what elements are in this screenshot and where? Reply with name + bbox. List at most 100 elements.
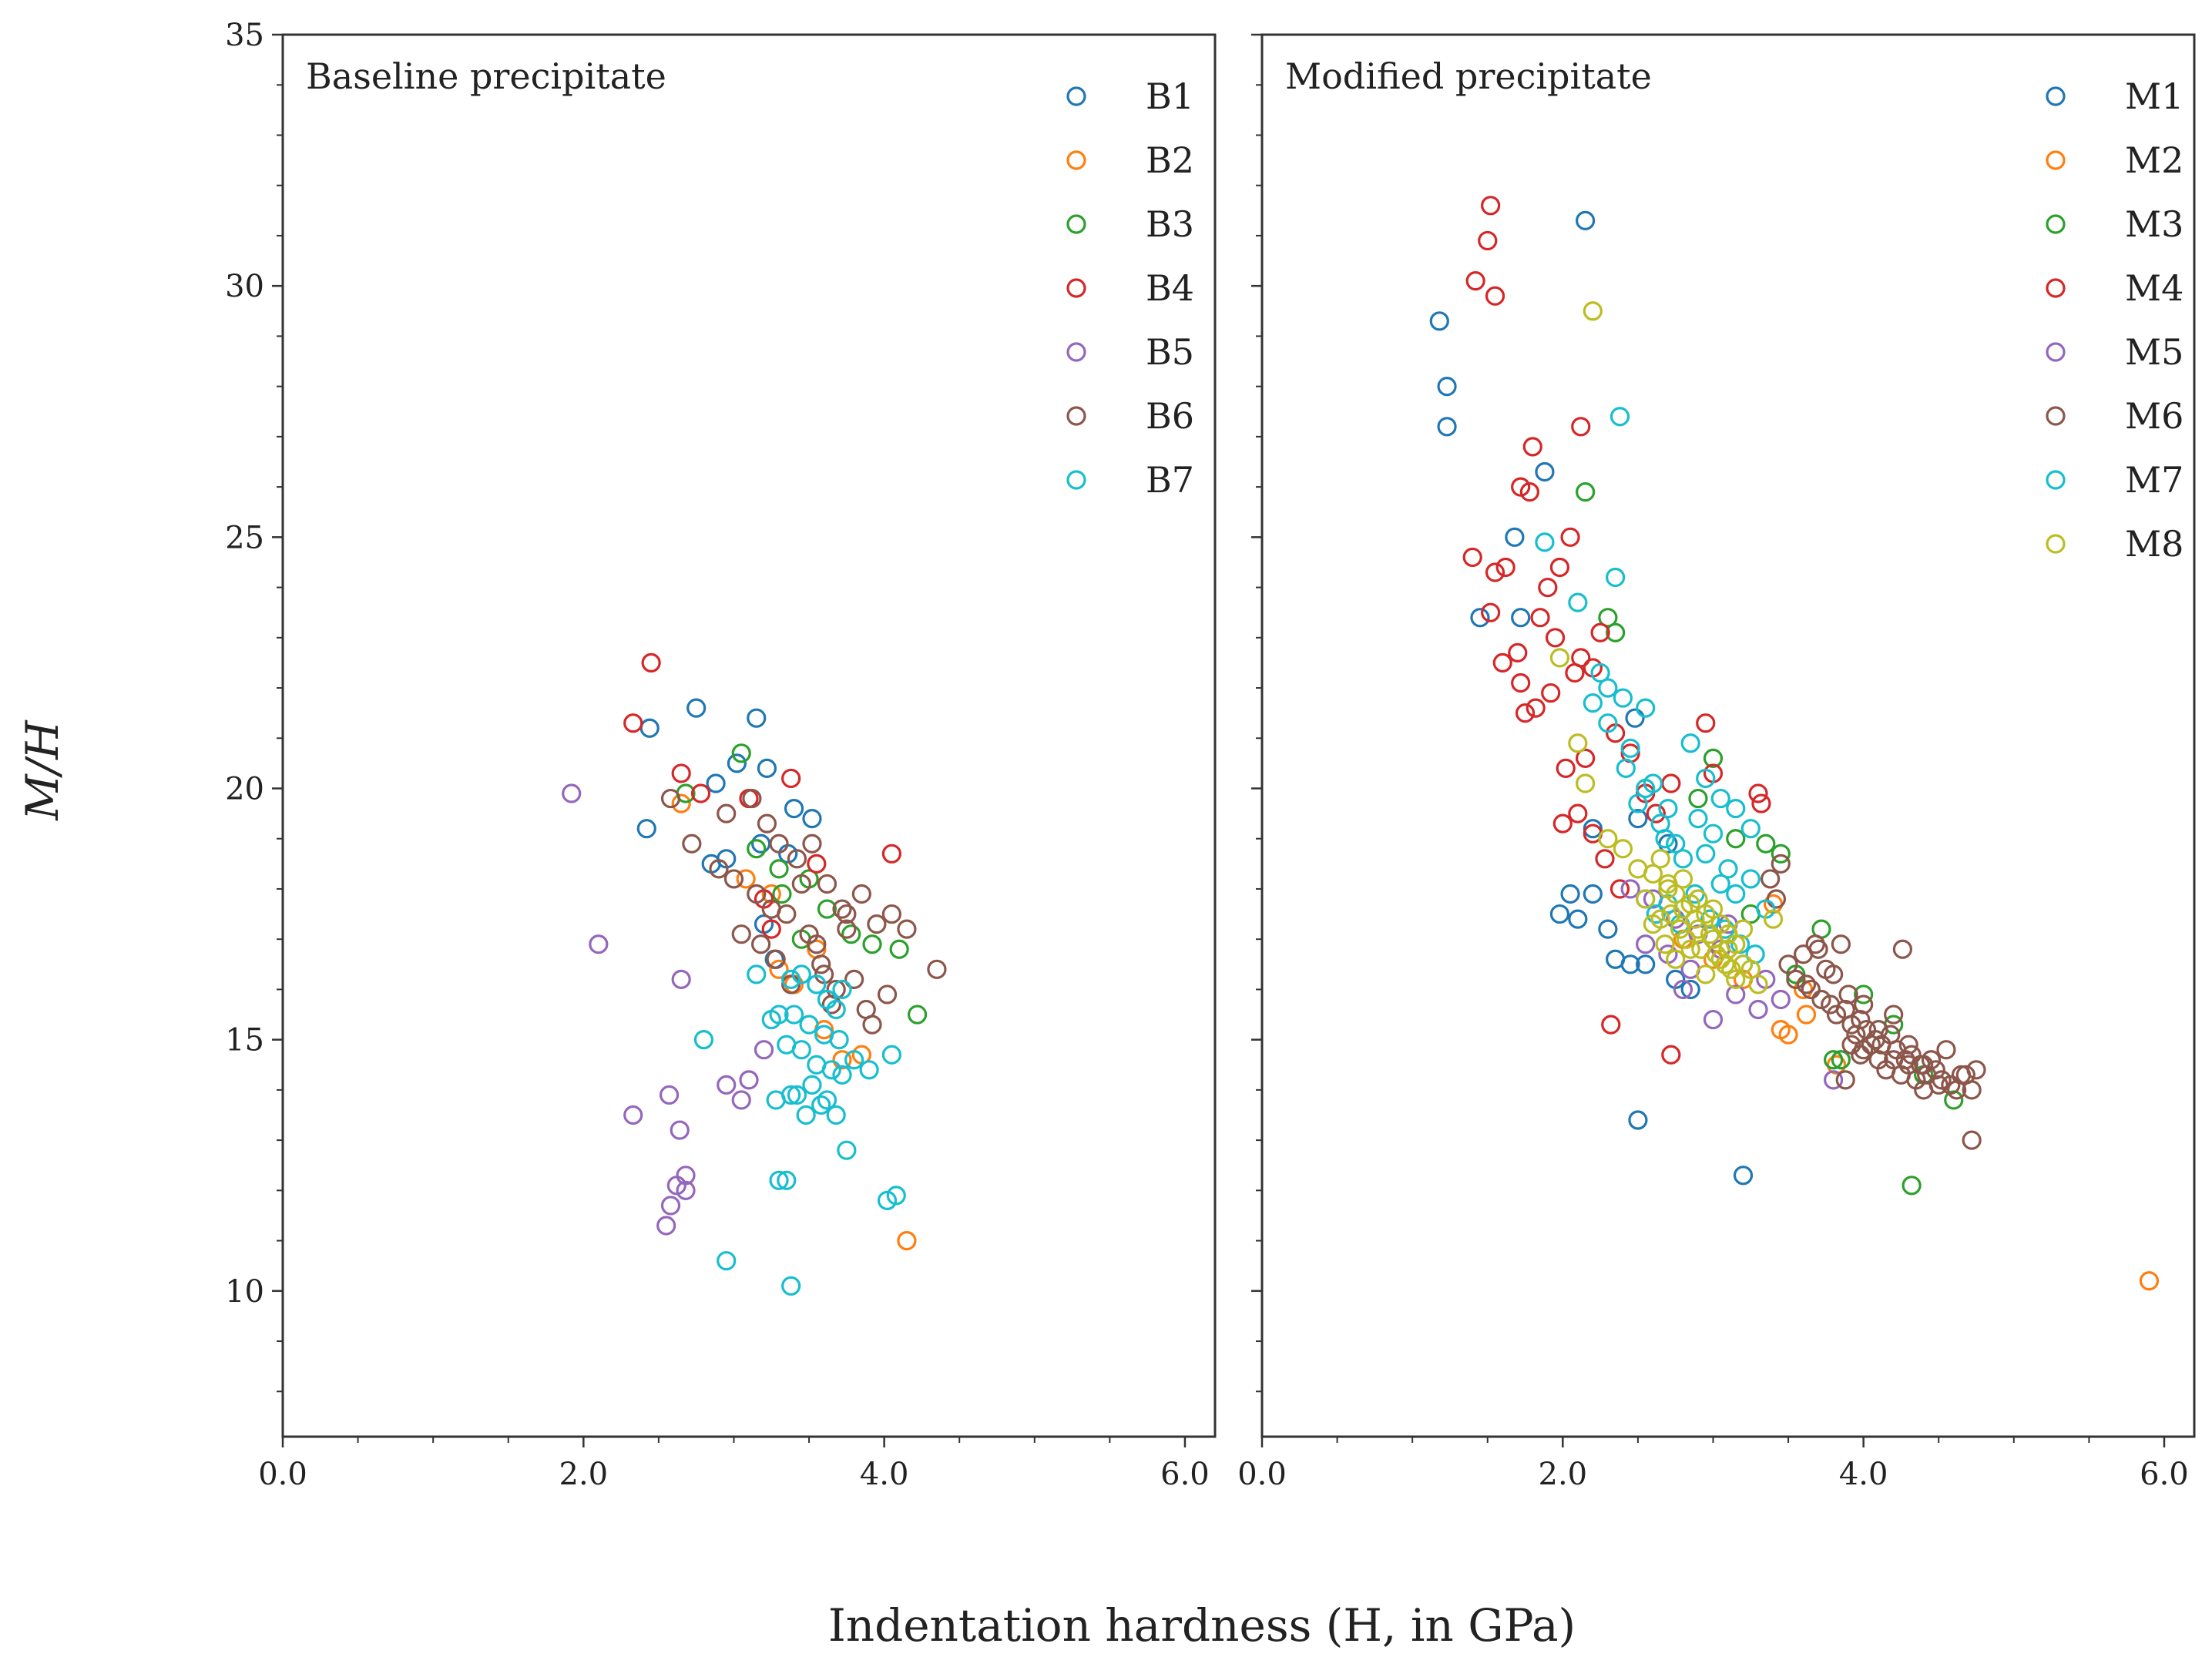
- point-m7: [1700, 909, 1720, 929]
- point-b5: [717, 1075, 737, 1095]
- point-m4: [1571, 648, 1591, 668]
- point-m3: [1831, 1050, 1851, 1070]
- point-m4: [1485, 562, 1505, 582]
- point-m8: [1721, 959, 1741, 979]
- point-m4: [1522, 437, 1542, 457]
- point-m6: [1914, 1055, 1934, 1075]
- point-m7: [1598, 678, 1618, 698]
- point-m5: [1824, 1070, 1844, 1090]
- legend-label-m2: M2: [2125, 139, 2183, 181]
- point-m8: [1680, 939, 1700, 959]
- point-b5: [670, 1120, 690, 1140]
- point-b6: [807, 934, 827, 954]
- x-tick-label: 6.0: [2140, 1457, 2189, 1492]
- point-b1: [751, 834, 771, 854]
- point-m4: [1526, 698, 1546, 718]
- legend-marker-b3: [1066, 214, 1086, 234]
- point-m7: [1620, 738, 1640, 758]
- point-b7: [781, 1276, 801, 1296]
- point-b3: [772, 884, 792, 904]
- point-m6: [1861, 1035, 1881, 1055]
- legend-marker-b1: [1066, 86, 1086, 106]
- point-m8: [1673, 869, 1693, 889]
- point-b7: [791, 1040, 811, 1060]
- point-m6: [1854, 994, 1874, 1015]
- point-b3: [769, 859, 789, 879]
- point-m4: [1530, 608, 1550, 628]
- point-m8: [1666, 949, 1686, 969]
- point-m7: [1673, 849, 1693, 869]
- y-tick-label: 15: [225, 1023, 264, 1058]
- point-b7: [781, 1085, 801, 1105]
- point-m4: [1545, 628, 1566, 648]
- point-m3: [1726, 829, 1746, 849]
- legend-label-b2: B2: [1146, 139, 1194, 181]
- point-m8: [1568, 733, 1588, 753]
- point-m7: [1726, 884, 1746, 904]
- point-m6: [1778, 954, 1798, 974]
- point-m7: [1535, 532, 1555, 552]
- point-b7: [796, 1105, 816, 1125]
- point-b6: [851, 884, 871, 904]
- point-m1: [1505, 527, 1525, 547]
- point-m6: [1805, 934, 1825, 954]
- point-b5: [739, 1070, 759, 1090]
- point-m7: [1740, 869, 1761, 889]
- point-b7: [717, 1251, 737, 1271]
- point-b5: [656, 1216, 676, 1236]
- legend-marker-b2: [1066, 150, 1086, 170]
- point-b7: [799, 1015, 819, 1035]
- point-m8: [1650, 849, 1670, 869]
- y-tick-label: 10: [225, 1274, 264, 1310]
- point-m6: [1835, 1070, 1855, 1090]
- point-m8: [1613, 839, 1633, 859]
- point-b6: [709, 859, 729, 879]
- point-m7: [1680, 733, 1700, 753]
- panel-baseline: 0.0 2.0 4.0 6.0 10 15 20 25 30 35 Baseline precip…: [225, 18, 1217, 1492]
- point-m4: [1571, 417, 1591, 437]
- point-m4: [1590, 622, 1610, 642]
- point-b6: [731, 924, 751, 944]
- point-b5: [589, 934, 609, 954]
- point-m7: [1696, 844, 1716, 864]
- point-m1: [1437, 417, 1457, 437]
- point-m7: [1696, 768, 1716, 789]
- point-m8: [1676, 929, 1696, 949]
- point-b7: [821, 1060, 841, 1080]
- point-b6: [927, 959, 947, 979]
- point-m8: [1650, 909, 1670, 929]
- point-m5: [1703, 1009, 1724, 1030]
- point-m7: [1628, 793, 1648, 813]
- point-m4: [1560, 527, 1580, 547]
- point-m2: [2139, 1271, 2160, 1291]
- point-b7: [832, 1065, 852, 1085]
- y-axis-title: M/H: [16, 719, 69, 821]
- legend-label-b3: B3: [1146, 203, 1194, 245]
- point-m7: [1666, 834, 1686, 854]
- point-b4: [807, 854, 827, 874]
- point-m4: [1601, 1015, 1621, 1035]
- point-m1: [1535, 461, 1555, 482]
- point-b7: [817, 989, 837, 1010]
- point-m6: [1846, 1025, 1866, 1045]
- point-b2: [736, 869, 756, 889]
- legend-marker-m4: [2046, 278, 2066, 298]
- point-m4: [1538, 577, 1558, 598]
- point-b6: [660, 788, 681, 809]
- point-b5: [562, 783, 582, 803]
- point-m4: [1696, 713, 1716, 733]
- point-m4: [1481, 602, 1501, 622]
- point-m8: [1763, 909, 1784, 929]
- point-b6: [717, 803, 737, 823]
- plot-frame-modified: [1260, 33, 2196, 1438]
- point-b2: [671, 793, 691, 813]
- point-b3: [862, 934, 882, 954]
- x-tick-label: 2.0: [559, 1457, 609, 1492]
- point-m1: [1636, 954, 1656, 974]
- legend-label-m5: M5: [2125, 331, 2183, 373]
- panel-modified: 0.0 2.0 4.0 6.0 Modified precipitate M1 M2 M3…: [1237, 33, 2196, 1492]
- point-m8: [1636, 889, 1656, 909]
- point-b7: [881, 1045, 902, 1065]
- point-b7: [777, 1170, 797, 1190]
- x-tick-label: 4.0: [1839, 1457, 1888, 1492]
